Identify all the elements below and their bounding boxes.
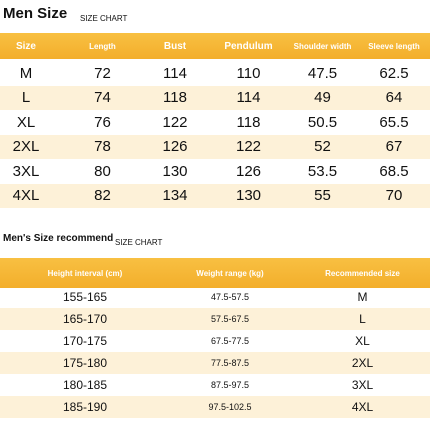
table-cell: 52: [314, 138, 331, 156]
header-cell: Bust: [163, 40, 187, 52]
table-cell: 4XL: [351, 400, 374, 414]
table-cell: 47.5-57.5: [210, 292, 250, 302]
table-row: 185-190 97.5-102.5 4XL: [0, 396, 430, 418]
table-cell: 114: [163, 64, 187, 82]
header-row: Size Length Bust Pendulum Shoulder width Slee…: [0, 33, 430, 59]
table-cell: 118: [163, 89, 187, 107]
table-cell: 64: [385, 89, 403, 107]
table-cell: 185-190: [62, 400, 108, 414]
table-cell: 57.5-67.5: [210, 314, 250, 324]
table-cell: 130: [162, 162, 188, 180]
table-cell: 3XL: [12, 162, 40, 180]
table-cell: 76: [94, 113, 111, 131]
table-row: 180-185 87.5-97.5 3XL: [0, 374, 430, 396]
table-cell: XL: [16, 113, 36, 131]
table-row: 2XL 78 126 122 52 67: [0, 134, 430, 159]
table-cell: 130: [235, 187, 262, 205]
table-cell: 67: [385, 138, 403, 156]
table-cell: 68.5: [379, 162, 409, 180]
table-cell: 67.5-77.5: [210, 336, 250, 346]
table-cell: M: [19, 64, 33, 82]
table-cell: 175-180: [62, 356, 108, 370]
header-cell: Size: [15, 40, 36, 52]
table-cell: 50.5: [307, 113, 338, 131]
table-row: 4XL 82 134 130 55 70: [0, 183, 430, 208]
section-title: Men Size: [3, 5, 68, 22]
table-row: L 74 118 114 49 64: [0, 85, 430, 110]
table-cell: 122: [235, 138, 262, 156]
table-row: 155-165 47.5-57.5 M: [0, 286, 430, 308]
table-cell: 180-185: [62, 378, 108, 392]
table-cell: 155-165: [62, 290, 108, 304]
table-row: 3XL 80 130 126 53.5 68.5: [0, 159, 430, 184]
table-cell: 97.5-102.5: [208, 402, 252, 412]
section-title: Men's Size recommend: [3, 233, 114, 244]
table-row: 175-180 77.5-87.5 2XL: [0, 352, 430, 374]
table-cell: 4XL: [12, 187, 40, 205]
header-cell: Sleeve length: [368, 41, 420, 51]
table-cell: 126: [235, 162, 262, 180]
header-row: Height interval (cm) Weight range (kg) Rec…: [0, 258, 430, 288]
table-cell: 78: [94, 138, 111, 156]
table-cell: 80: [94, 162, 111, 180]
table-cell: 118: [236, 113, 261, 131]
table-cell: 74: [94, 89, 111, 107]
table-cell: 170-175: [62, 334, 108, 348]
table-cell: 3XL: [351, 378, 374, 392]
header-cell: Pendulum: [224, 40, 273, 52]
table-cell: 77.5-87.5: [210, 358, 250, 368]
table-cell: 126: [162, 138, 188, 156]
table-cell: 134: [162, 187, 188, 205]
table-cell: 65.5: [379, 113, 409, 131]
header-cell: Weight range (kg): [196, 268, 264, 278]
table-cell: 2XL: [12, 138, 40, 156]
section-subtitle: SIZE CHART: [80, 14, 128, 23]
table-cell: L: [21, 89, 31, 107]
table-cell: 165-170: [62, 312, 108, 326]
table-cell: 82: [94, 187, 111, 205]
table-cell: M: [357, 290, 368, 304]
header-cell: Shoulder width: [293, 41, 352, 51]
header-cell: Length: [89, 41, 116, 51]
table-cell: L: [359, 312, 366, 326]
table-row: 165-170 57.5-67.5 L: [0, 308, 430, 330]
table-cell: 49: [314, 89, 331, 107]
table-cell: 47.5: [307, 64, 338, 82]
section-subtitle: SIZE CHART: [115, 238, 163, 247]
header-cell: Recommended size: [325, 268, 400, 278]
header-cell: Height interval (cm): [47, 268, 123, 278]
table-cell: 122: [162, 113, 188, 131]
table-cell: XL: [355, 334, 370, 348]
table-cell: 53.5: [307, 162, 338, 180]
table-cell: 2XL: [351, 356, 374, 370]
table-cell: 110: [236, 64, 261, 82]
table-cell: 55: [314, 187, 331, 205]
table-cell: 87.5-97.5: [210, 380, 250, 390]
table-cell: 114: [236, 89, 261, 107]
table-row: 170-175 67.5-77.5 XL: [0, 330, 430, 352]
table-cell: 62.5: [379, 64, 409, 82]
table-row: M 72 114 110 47.5 62.5: [0, 61, 430, 86]
table-cell: 70: [385, 187, 403, 205]
table-cell: 72: [94, 64, 111, 82]
table-row: XL 76 122 118 50.5 65.5: [0, 110, 430, 135]
